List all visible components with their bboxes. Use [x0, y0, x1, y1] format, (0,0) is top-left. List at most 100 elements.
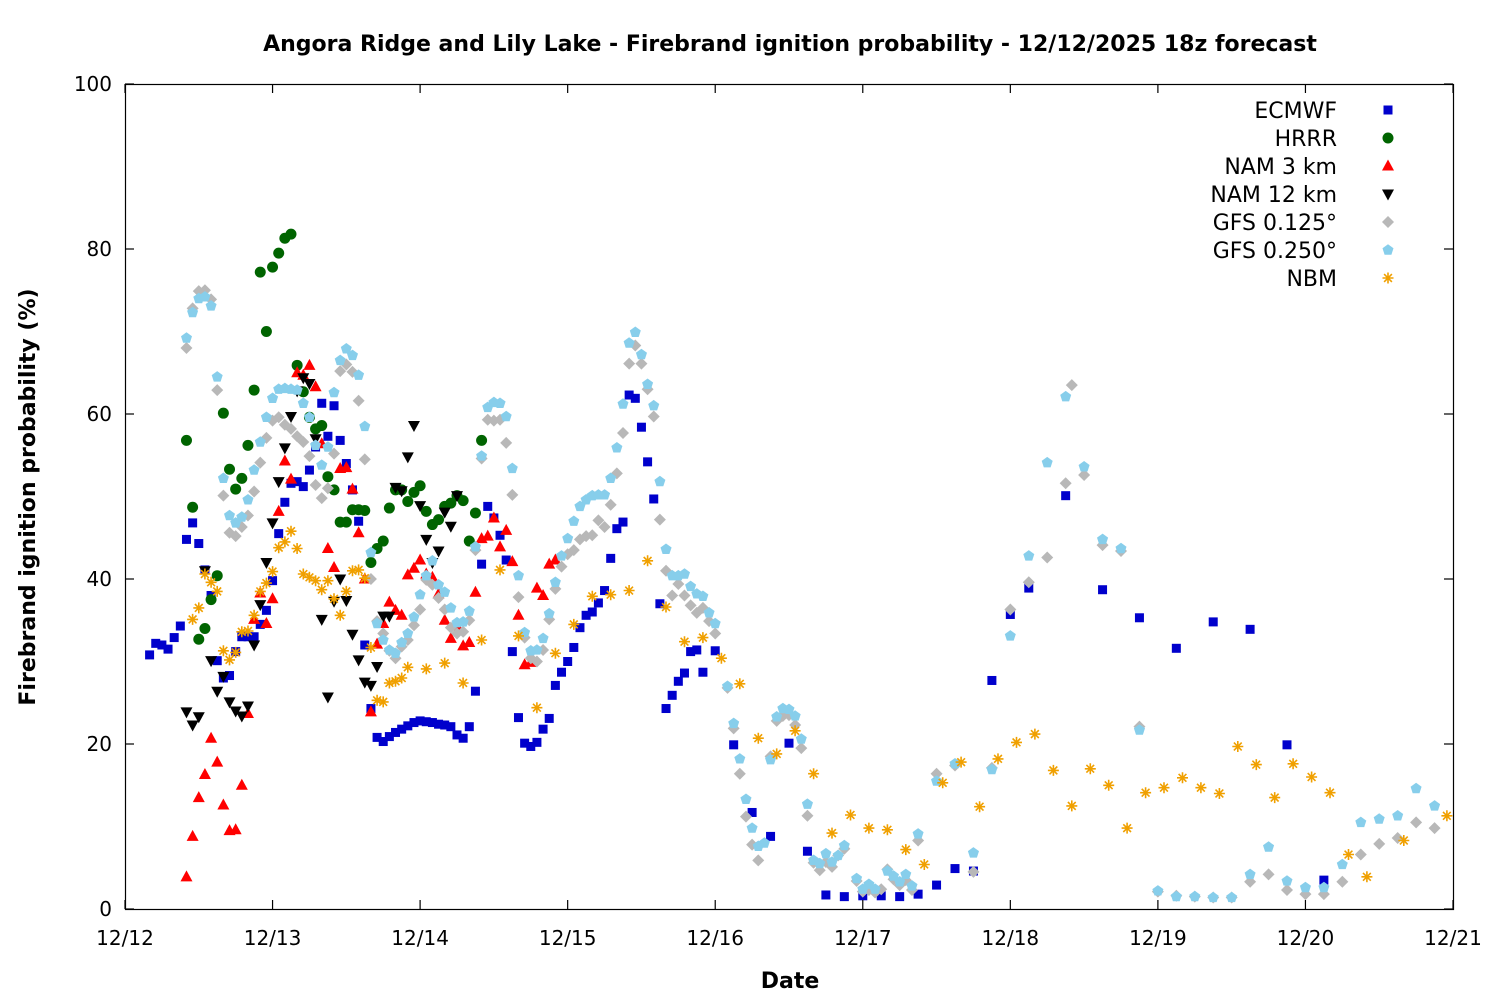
data-point [1373, 813, 1385, 824]
legend-marker [1383, 105, 1393, 115]
data-point [334, 609, 346, 621]
data-point [205, 300, 217, 311]
data-point [377, 634, 389, 645]
data-point [563, 657, 573, 666]
data-point [617, 398, 629, 409]
legend-label: NBM [1286, 267, 1337, 292]
data-point [513, 713, 523, 723]
data-point [1115, 542, 1127, 554]
data-point [432, 546, 445, 558]
data-point [322, 471, 334, 483]
data-point [636, 422, 646, 432]
data-point [426, 555, 438, 566]
data-point [851, 872, 863, 884]
data-point [248, 609, 260, 621]
data-point [260, 617, 273, 629]
series-nbm [187, 525, 1453, 883]
data-point [180, 342, 193, 354]
data-point [567, 544, 580, 557]
data-point [495, 530, 505, 540]
data-point [292, 477, 302, 487]
data-point [666, 589, 679, 602]
data-point [420, 505, 432, 517]
data-point [826, 827, 838, 839]
data-point [457, 639, 470, 651]
data-point [673, 676, 683, 686]
data-point [364, 705, 377, 717]
data-point [592, 514, 605, 527]
data-point [181, 534, 191, 544]
data-point [180, 707, 193, 719]
data-point [391, 727, 401, 737]
data-point [230, 646, 242, 658]
data-point [408, 611, 420, 622]
data-point [315, 614, 328, 626]
data-point [599, 489, 611, 500]
data-point [310, 439, 322, 450]
data-point [1226, 891, 1238, 903]
data-point [353, 564, 365, 576]
data-point [321, 482, 334, 495]
axes: 12/12 12/13 12/14 12/15 12/16 12/17 12/18 12/19… [74, 72, 1482, 950]
data-point [698, 667, 708, 677]
data-point [377, 535, 389, 547]
data-point [1158, 782, 1170, 794]
data-point [254, 266, 266, 278]
data-point [506, 462, 518, 474]
data-point [371, 661, 384, 673]
data-point [409, 718, 419, 728]
data-point [839, 892, 849, 902]
data-point [586, 590, 598, 602]
data-point [303, 450, 316, 463]
data-point [272, 411, 285, 424]
data-point [1245, 624, 1255, 634]
data-point [205, 576, 217, 588]
data-point [321, 692, 334, 704]
data-point [236, 626, 248, 638]
data-point [679, 568, 690, 579]
y-tick-label: 40 [87, 567, 112, 591]
data-point [169, 633, 179, 643]
legend-marker [1382, 132, 1394, 144]
data-point [684, 599, 697, 612]
data-point [888, 870, 899, 881]
data-point [469, 541, 481, 552]
data-point [297, 436, 310, 449]
data-point [912, 828, 924, 839]
data-point [396, 672, 408, 684]
data-point [359, 420, 371, 432]
data-point [1269, 792, 1281, 804]
data-point [371, 617, 383, 629]
data-point [372, 732, 382, 742]
data-point [364, 680, 377, 692]
data-point [1262, 868, 1275, 881]
data-point [309, 380, 322, 392]
data-point [235, 778, 248, 790]
data-point [1098, 585, 1108, 595]
x-tick-label: 12/21 [1424, 926, 1482, 950]
data-point [531, 702, 543, 714]
data-point [229, 530, 242, 543]
data-point [358, 677, 371, 689]
data-point [789, 725, 801, 737]
data-point [1004, 630, 1016, 641]
data-point [192, 791, 205, 803]
data-point [881, 824, 893, 836]
data-point [654, 475, 666, 487]
data-point [445, 497, 457, 509]
data-point [241, 701, 254, 713]
data-point [217, 489, 230, 502]
data-point [309, 478, 322, 491]
data-point [285, 525, 297, 537]
data-point [1398, 835, 1410, 846]
data-point [316, 584, 328, 596]
data-point [242, 494, 254, 505]
data-point [303, 378, 316, 390]
data-point [1441, 810, 1453, 822]
data-point [340, 461, 353, 473]
data-point [653, 513, 666, 526]
data-point [605, 472, 617, 483]
data-point [457, 625, 470, 638]
data-point [335, 435, 345, 445]
data-point [520, 738, 530, 748]
